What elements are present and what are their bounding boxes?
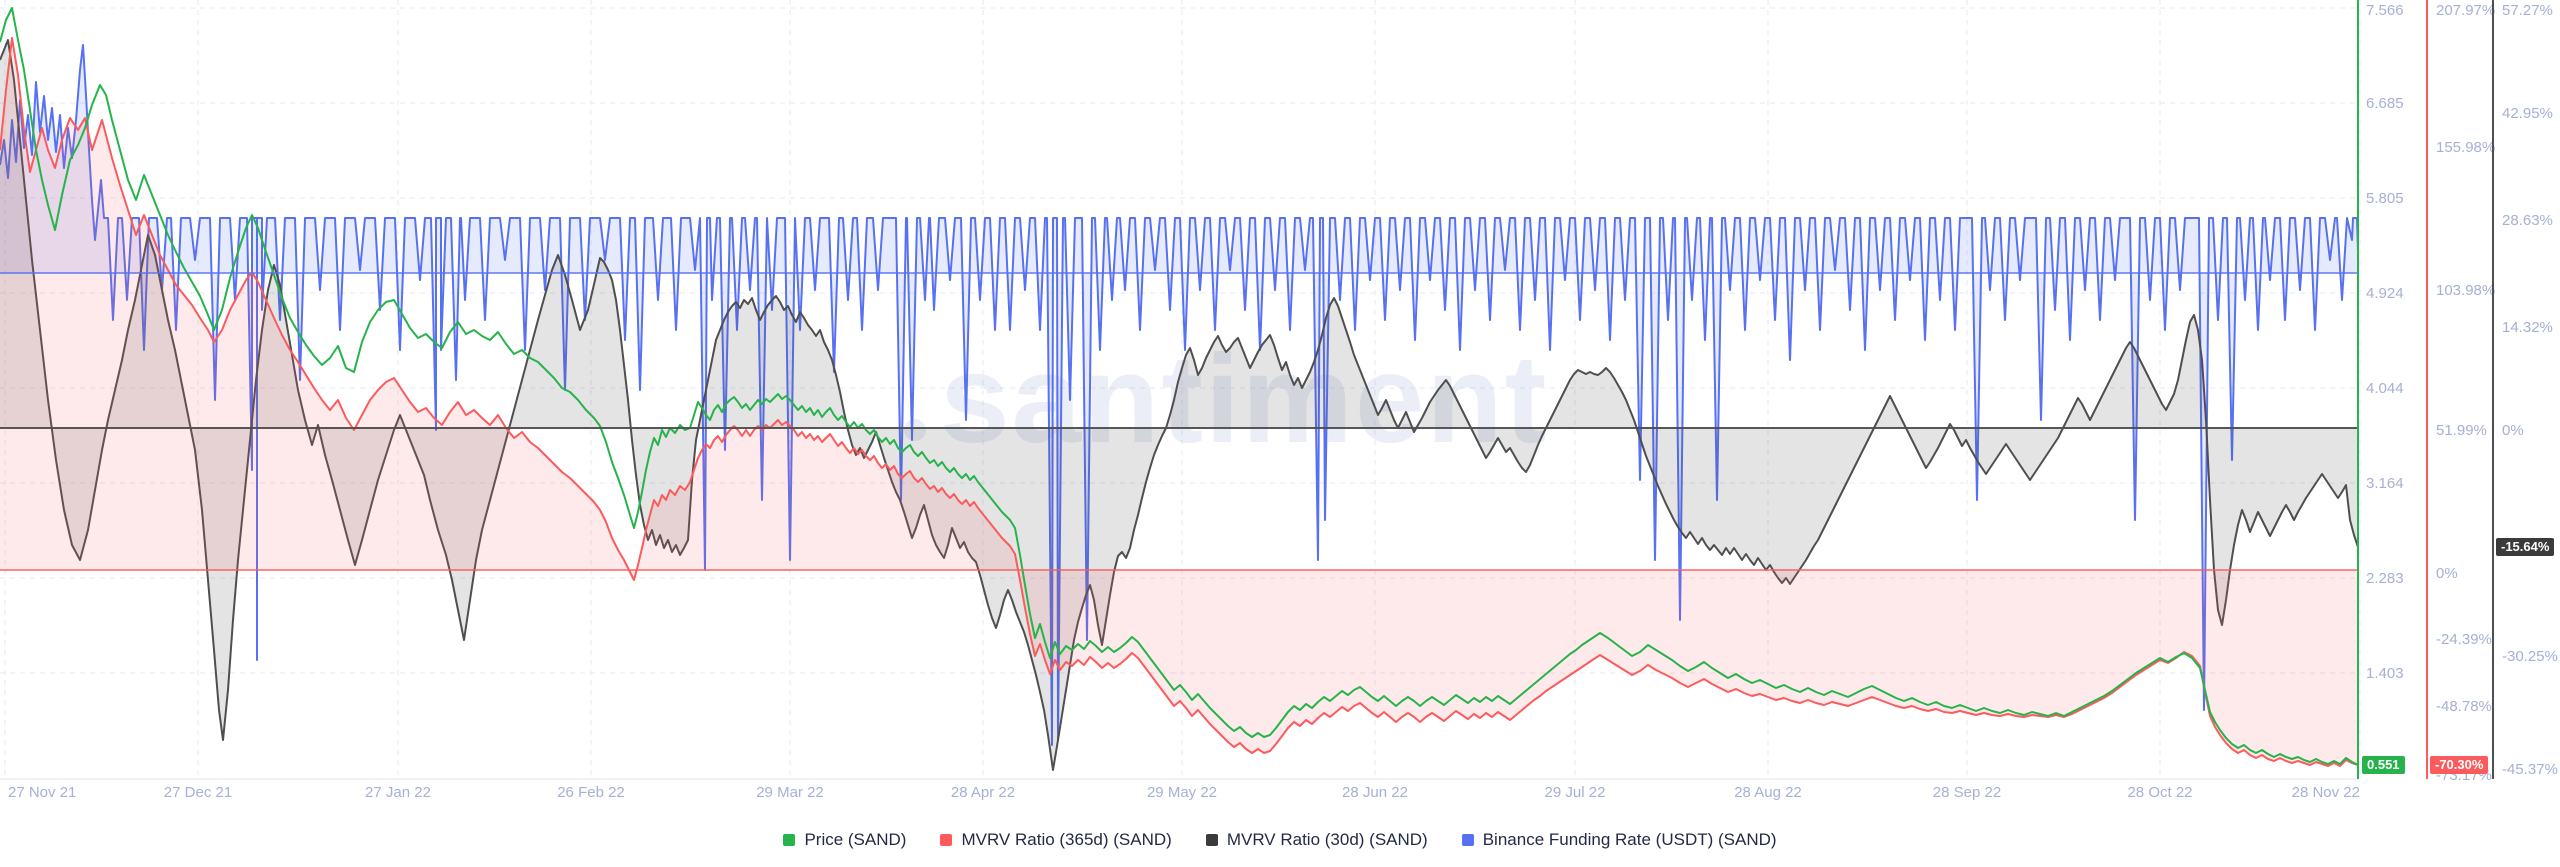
- svg-text:28 Apr 22: 28 Apr 22: [951, 784, 1015, 801]
- svg-text:57.27%: 57.27%: [2502, 2, 2553, 19]
- svg-text:28 Oct 22: 28 Oct 22: [2127, 784, 2192, 801]
- chart-legend: Price (SAND) MVRV Ratio (365d) (SAND) MV…: [0, 830, 2560, 850]
- svg-text:155.98%: 155.98%: [2436, 139, 2495, 156]
- svg-text:4.924: 4.924: [2366, 285, 2404, 302]
- funding-swatch-icon: [1461, 834, 1474, 846]
- svg-text:1.403: 1.403: [2366, 665, 2404, 682]
- svg-text:-30.25%: -30.25%: [2502, 648, 2558, 665]
- svg-text:-48.78%: -48.78%: [2436, 698, 2492, 715]
- legend-item-funding[interactable]: Binance Funding Rate (USDT) (SAND): [1461, 830, 1777, 850]
- svg-text:6.685: 6.685: [2366, 95, 2404, 112]
- svg-text:42.95%: 42.95%: [2502, 105, 2553, 122]
- svg-text:207.97%: 207.97%: [2436, 2, 2495, 19]
- svg-text:29 Jul 22: 29 Jul 22: [1545, 784, 1606, 801]
- price-current-badge: 0.551: [2362, 756, 2405, 774]
- svg-text:14.32%: 14.32%: [2502, 319, 2553, 336]
- legend-label-price: Price (SAND): [804, 830, 907, 849]
- svg-text:0%: 0%: [2436, 565, 2458, 582]
- svg-text:5.805: 5.805: [2366, 190, 2404, 207]
- mvrv30-current-badge: -15.64%: [2496, 538, 2555, 556]
- legend-item-price[interactable]: Price (SAND): [783, 830, 906, 850]
- legend-item-mvrv365[interactable]: MVRV Ratio (365d) (SAND): [940, 830, 1172, 850]
- svg-text:28 Nov 22: 28 Nov 22: [2292, 784, 2360, 801]
- svg-text:7.566: 7.566: [2366, 2, 2404, 19]
- svg-text:27 Jan 22: 27 Jan 22: [365, 784, 431, 801]
- svg-text:28.63%: 28.63%: [2502, 212, 2553, 229]
- legend-label-mvrv30: MVRV Ratio (30d) (SAND): [1226, 830, 1428, 849]
- svg-text:2.283: 2.283: [2366, 570, 2404, 587]
- svg-text:27 Nov 21: 27 Nov 21: [8, 784, 76, 801]
- legend-label-mvrv365: MVRV Ratio (365d) (SAND): [961, 830, 1172, 849]
- legend-label-funding: Binance Funding Rate (USDT) (SAND): [1482, 830, 1777, 849]
- svg-text:26 Feb 22: 26 Feb 22: [557, 784, 625, 801]
- svg-text:29 May 22: 29 May 22: [1147, 784, 1217, 801]
- mvrv30-swatch-icon: [1205, 834, 1218, 846]
- price-swatch-icon: [783, 834, 796, 846]
- svg-text:-24.39%: -24.39%: [2436, 631, 2492, 648]
- svg-text:28 Sep 22: 28 Sep 22: [1933, 784, 2001, 801]
- svg-text:29 Mar 22: 29 Mar 22: [756, 784, 824, 801]
- svg-text:4.044: 4.044: [2366, 380, 2404, 397]
- svg-text:28 Aug 22: 28 Aug 22: [1734, 784, 1802, 801]
- svg-text:0%: 0%: [2502, 422, 2524, 439]
- mvrv365-swatch-icon: [940, 834, 953, 846]
- svg-text:28 Jun 22: 28 Jun 22: [1342, 784, 1408, 801]
- svg-text:103.98%: 103.98%: [2436, 282, 2495, 299]
- svg-text:3.164: 3.164: [2366, 475, 2404, 492]
- svg-text:51.99%: 51.99%: [2436, 422, 2487, 439]
- legend-item-mvrv30[interactable]: MVRV Ratio (30d) (SAND): [1205, 830, 1428, 850]
- mvrv365-current-badge: -70.30%: [2430, 756, 2489, 774]
- svg-text:-45.37%: -45.37%: [2502, 761, 2558, 778]
- svg-text:27 Dec 21: 27 Dec 21: [164, 784, 232, 801]
